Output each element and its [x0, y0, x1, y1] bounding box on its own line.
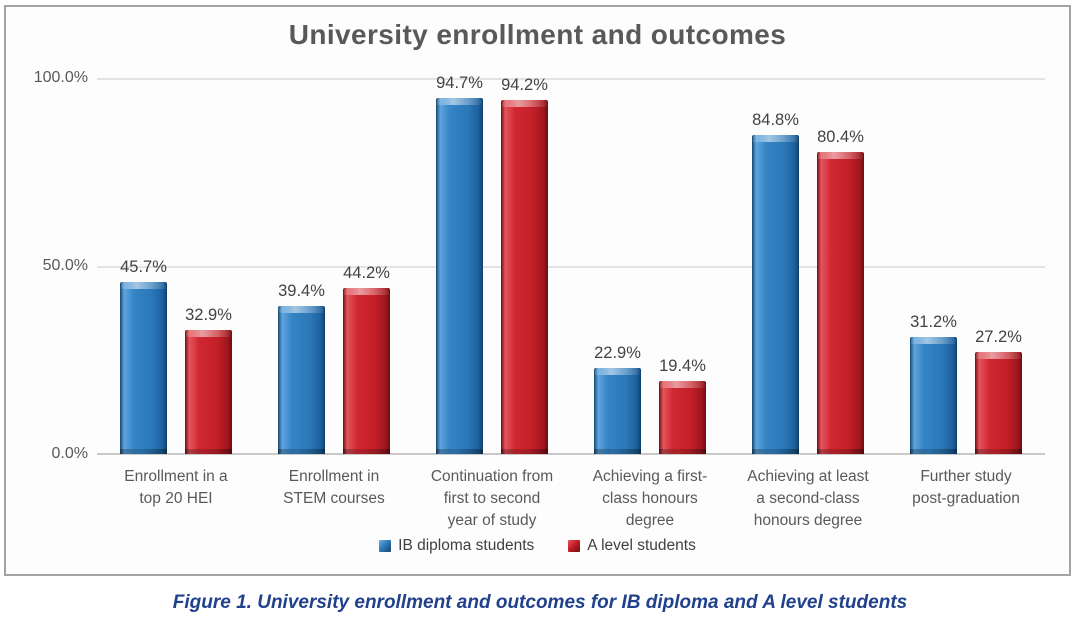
bar-a-level-students-5: 27.2%: [975, 328, 1022, 455]
bar-a-level-students-1: 44.2%: [343, 264, 390, 455]
bar-a-level-students-4: 80.4%: [817, 128, 864, 455]
chart-frame: University enrollment and outcomes 45.7%…: [4, 5, 1071, 576]
bar-value-label: 94.7%: [436, 73, 483, 92]
legend: IB diploma students A level students: [6, 537, 1069, 555]
x-category-label-2: Continuation from first to second year o…: [430, 468, 554, 529]
bar-value-label: 32.9%: [185, 306, 232, 325]
bar-group-continuation-from-first-to-sec: 94.7% 94.2%: [413, 74, 571, 455]
legend-label: IB diploma students: [398, 537, 535, 554]
bar-value-label: 84.8%: [752, 111, 799, 130]
bar-a-level-students-2: 94.2%: [501, 76, 548, 455]
x-category-label-3: Achieving a first- class honours degree: [592, 468, 708, 529]
bar-group-further-study-post-graduation: 31.2% 27.2%: [887, 78, 1045, 455]
y-tick-label-0: 0.0%: [51, 445, 88, 462]
bar-ib-diploma-students-1: 39.4%: [278, 282, 325, 455]
bar-group-enrollment-in-stem-courses: 39.4% 44.2%: [255, 78, 413, 455]
gridline-100: [97, 78, 1045, 80]
bar-value-label: 44.2%: [343, 263, 390, 282]
bar-value-label: 19.4%: [659, 357, 706, 376]
bar-ib-diploma-students-5: 31.2%: [910, 313, 957, 455]
plot-area: 45.7% 32.9% 39.4% 44.2% 94.7% 94.2% 22.9% 19.4%…: [97, 74, 1045, 455]
bar-value-label: 80.4%: [817, 127, 864, 146]
bar-value-label: 22.9%: [594, 343, 641, 362]
figure-caption: Figure 1. University enrollment and outc…: [172, 592, 908, 613]
bar-group-achieving-a-first-class-honour: 22.9% 19.4%: [571, 78, 729, 455]
bar-value-label: 94.2%: [501, 75, 548, 94]
legend-label: A level students: [587, 537, 696, 554]
x-category-label-5: Further study post-graduation: [912, 468, 1020, 507]
gridline-50: [97, 266, 1045, 268]
x-category-label-4: Achieving at least a second-class honour…: [747, 468, 869, 529]
y-tick-label-50: 50.0%: [42, 257, 88, 274]
bar-value-label: 45.7%: [120, 258, 167, 277]
bar-ib-diploma-students-0: 45.7%: [120, 258, 167, 454]
y-tick-label-100: 100.0%: [33, 69, 88, 86]
bar-ib-diploma-students-4: 84.8%: [752, 111, 799, 454]
x-axis-line: [97, 453, 1045, 455]
x-category-label-1: Enrollment in STEM courses: [283, 468, 385, 507]
bar-ib-diploma-students-3: 22.9%: [594, 344, 641, 455]
bar-group-achieving-at-least-a-second-cl: 84.8% 80.4%: [729, 78, 887, 455]
bar-a-level-students-0: 32.9%: [185, 306, 232, 454]
bar-group-enrollment-in-a-top-20-hei: 45.7% 32.9%: [97, 78, 255, 454]
bar-ib-diploma-students-2: 94.7%: [436, 74, 483, 455]
legend-swatch-icon: [568, 540, 581, 552]
x-category-label-0: Enrollment in a top 20 HEI: [124, 468, 228, 507]
legend-item-ib-diploma-students: IB diploma students: [379, 537, 534, 555]
legend-item-a-level-students: A level students: [568, 537, 696, 555]
bar-value-label: 39.4%: [278, 281, 325, 300]
bar-value-label: 31.2%: [910, 312, 957, 331]
bar-a-level-students-3: 19.4%: [659, 357, 706, 454]
chart-title: University enrollment and outcomes: [288, 19, 787, 50]
legend-swatch-icon: [379, 540, 392, 552]
bar-value-label: 27.2%: [975, 327, 1022, 346]
